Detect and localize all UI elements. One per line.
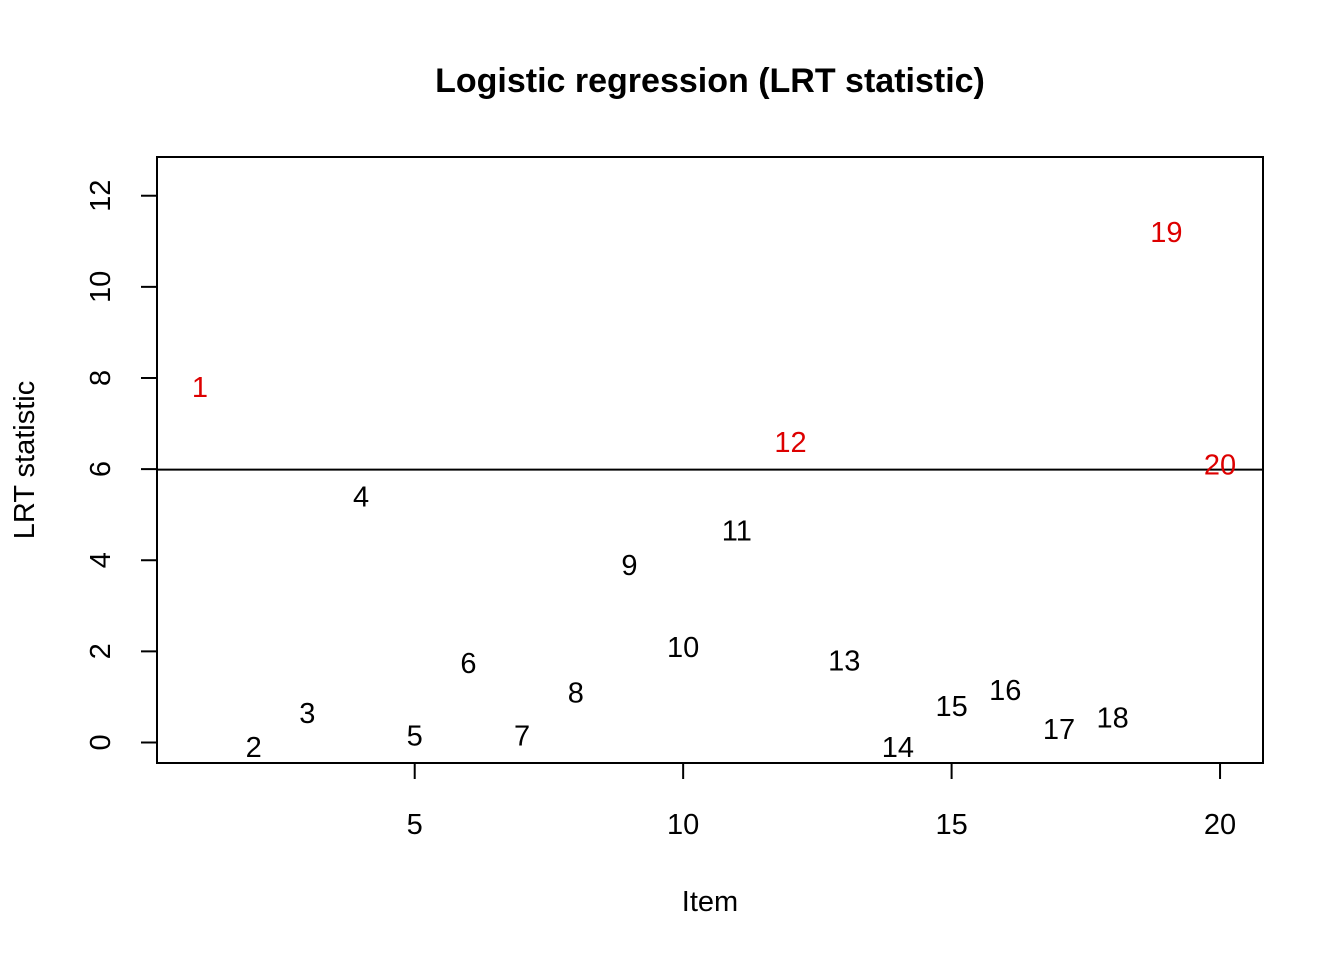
plot-area-frame xyxy=(156,156,1264,764)
data-point-item-19: 19 xyxy=(1150,217,1182,249)
data-point-item-17: 17 xyxy=(1043,714,1075,746)
y-axis: 0 2 4 6 8 10 12 xyxy=(85,180,157,751)
chart-title: Logistic regression (LRT statistic) xyxy=(435,62,985,100)
data-point-item-10: 10 xyxy=(667,632,699,664)
data-point-item-4: 4 xyxy=(353,481,369,513)
data-point-item-12: 12 xyxy=(774,427,806,459)
x-tick-label: 15 xyxy=(935,809,967,841)
x-tick-label: 20 xyxy=(1204,809,1236,841)
y-tick-label: 10 xyxy=(85,271,117,303)
data-point-item-7: 7 xyxy=(514,721,530,753)
data-point-item-6: 6 xyxy=(460,648,476,680)
data-point-item-13: 13 xyxy=(828,645,860,677)
x-axis-label: Item xyxy=(682,886,738,918)
x-axis: 5 10 15 20 xyxy=(407,763,1236,841)
data-point-item-11: 11 xyxy=(722,516,752,548)
y-tick-label: 4 xyxy=(85,552,117,568)
data-point-item-14: 14 xyxy=(882,732,914,764)
data-point-item-8: 8 xyxy=(568,677,584,709)
data-point-item-18: 18 xyxy=(1097,702,1129,734)
x-tick-label: 5 xyxy=(407,809,423,841)
data-point-item-15: 15 xyxy=(935,691,967,723)
y-tick-label: 6 xyxy=(85,461,117,477)
data-point-item-1: 1 xyxy=(192,372,208,404)
y-tick-label: 12 xyxy=(85,180,117,212)
y-axis-label: LRT statistic xyxy=(9,381,41,539)
x-tick-label: 10 xyxy=(667,809,699,841)
data-point-item-2: 2 xyxy=(246,732,262,764)
y-tick-label: 8 xyxy=(85,370,117,386)
data-point-item-5: 5 xyxy=(407,721,423,753)
data-point-item-20: 20 xyxy=(1204,450,1236,482)
y-tick-label: 0 xyxy=(85,734,117,750)
y-tick-label: 2 xyxy=(85,643,117,659)
data-point-item-9: 9 xyxy=(621,550,637,582)
data-point-item-3: 3 xyxy=(299,698,315,730)
data-point-item-16: 16 xyxy=(989,675,1021,707)
